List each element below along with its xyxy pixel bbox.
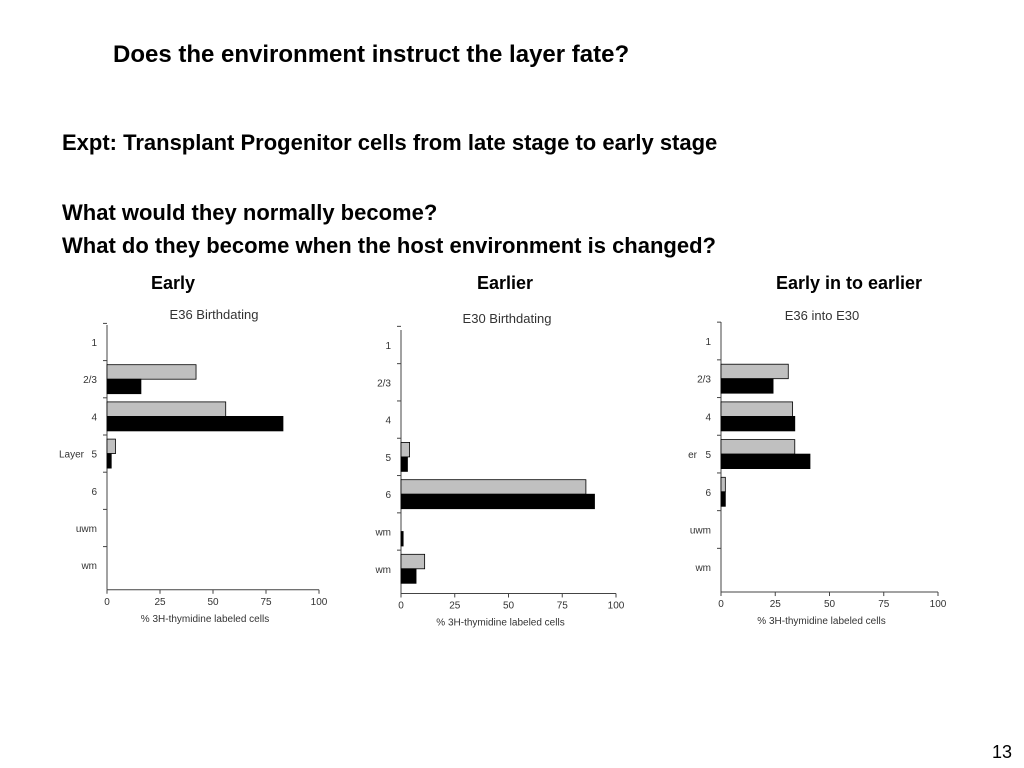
x-tick-label: 0 <box>718 599 724 610</box>
y-tick-label: 2/3 <box>377 378 391 389</box>
x-tick-label: 50 <box>824 599 836 610</box>
bar <box>400 493 595 510</box>
bar <box>720 453 811 470</box>
bar <box>720 476 726 493</box>
chart-heading: Early <box>151 273 195 293</box>
chart-heading: Early in to earlier <box>776 273 922 293</box>
x-tick-label: 25 <box>449 600 461 611</box>
bar <box>400 479 587 495</box>
text-line: What would they normally become? <box>62 200 437 225</box>
text-line: What do they become when the host enviro… <box>62 233 716 258</box>
y-tick-label: wm <box>374 528 391 539</box>
bar <box>400 568 417 584</box>
x-tick-label: 50 <box>207 597 219 608</box>
bar <box>106 401 227 417</box>
y-tick-label: 1 <box>385 341 391 352</box>
x-tick-label: 75 <box>878 599 890 610</box>
y-tick-label: wm <box>80 561 97 572</box>
bar <box>720 378 774 394</box>
bar <box>106 378 142 395</box>
y-tick-label: 5 <box>385 453 391 464</box>
bar <box>720 415 796 432</box>
bar <box>720 401 794 417</box>
slide-title: Does the environment instruct the layer … <box>113 41 629 68</box>
x-tick-label: 50 <box>503 600 515 611</box>
x-tick-label: 100 <box>608 600 625 611</box>
x-tick-label: 25 <box>770 599 782 610</box>
x-tick-label: 0 <box>398 600 404 611</box>
chart-heading: Earlier <box>477 273 533 293</box>
bar <box>720 491 726 507</box>
y-tick-label: 5 <box>705 450 711 461</box>
chart-title: E36 Birthdating <box>170 307 259 322</box>
x-axis-label: % 3H-thymidine labeled cells <box>141 614 269 625</box>
y-tick-label: 5 <box>91 450 97 461</box>
y-tick-label: uwm <box>76 524 97 535</box>
y-tick-label: uwm <box>690 526 711 537</box>
y-tick-label: 4 <box>385 416 391 427</box>
page-number: 13 <box>992 742 1012 762</box>
y-tick-label: 6 <box>705 488 711 499</box>
y-tick-label: wm <box>694 563 711 574</box>
y-tick-label: 2/3 <box>697 375 711 386</box>
y-tick-label: 1 <box>91 338 97 349</box>
y-tick-label: 6 <box>91 487 97 498</box>
x-tick-label: 25 <box>154 597 166 608</box>
x-tick-label: 0 <box>104 597 110 608</box>
text-line: Expt: Transplant Progenitor cells from l… <box>62 130 717 155</box>
y-axis-label: er <box>688 450 698 461</box>
chart-title: E30 Birthdating <box>463 311 552 326</box>
y-axis-label: Layer <box>59 450 85 461</box>
y-tick-label: 1 <box>705 337 711 348</box>
bar <box>106 364 197 380</box>
y-tick-label: wm <box>374 565 391 576</box>
x-axis-label: % 3H-thymidine labeled cells <box>436 617 564 628</box>
bar <box>400 553 426 570</box>
bar <box>106 438 116 455</box>
bar <box>400 456 408 472</box>
chart-title: E36 into E30 <box>785 308 859 323</box>
x-tick-label: 100 <box>930 599 947 610</box>
y-tick-label: 4 <box>91 412 97 423</box>
bar <box>106 453 112 469</box>
x-axis-label: % 3H-thymidine labeled cells <box>757 616 885 627</box>
bar <box>720 439 796 455</box>
x-tick-label: 75 <box>260 597 272 608</box>
y-tick-label: 4 <box>705 412 711 423</box>
x-tick-label: 100 <box>311 597 328 608</box>
bar <box>400 441 411 458</box>
bar <box>400 531 404 547</box>
y-tick-label: 6 <box>385 490 391 501</box>
x-tick-label: 75 <box>557 600 569 611</box>
bar <box>720 363 789 380</box>
y-tick-label: 2/3 <box>83 375 97 386</box>
bar <box>106 415 284 432</box>
